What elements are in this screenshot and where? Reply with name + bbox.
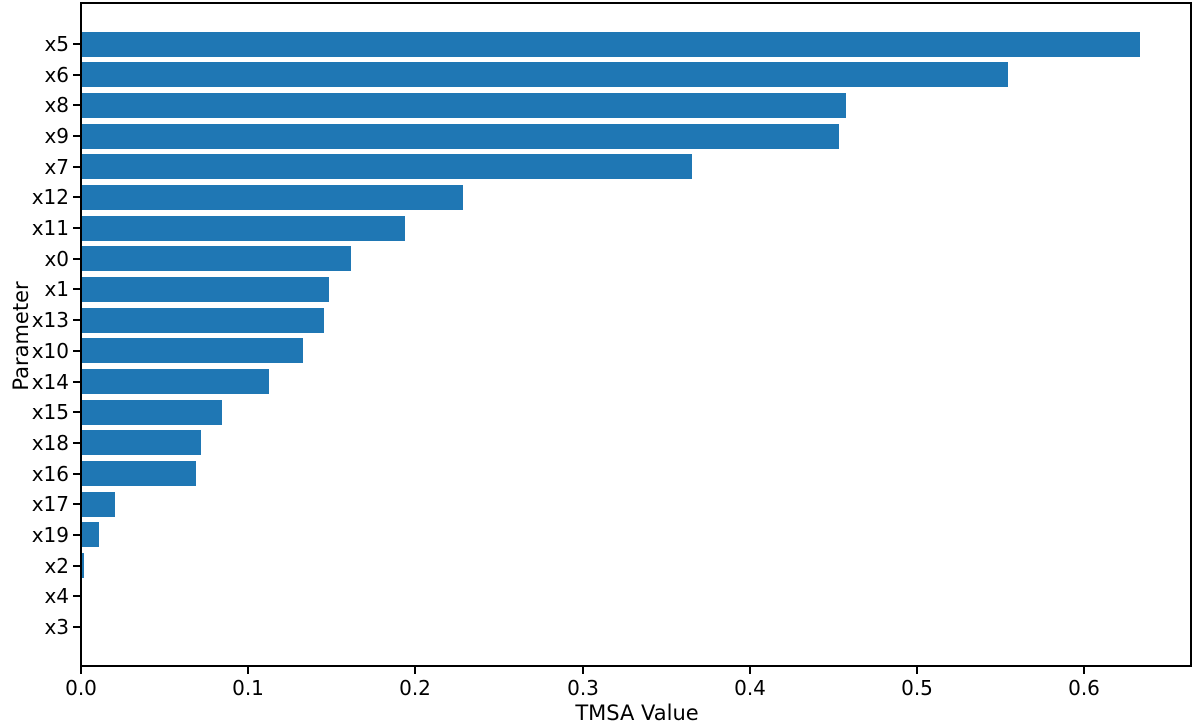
y-tick-label: x10 <box>31 339 69 363</box>
y-tick-mark <box>73 503 80 505</box>
bar-x1 <box>82 277 329 302</box>
bar-x10 <box>82 338 303 363</box>
y-tick-mark <box>73 381 80 383</box>
bar-x9 <box>82 124 839 149</box>
bar-x6 <box>82 62 1008 87</box>
bar-x18 <box>82 430 201 455</box>
y-tick-label: x8 <box>44 93 69 117</box>
y-tick-label: x19 <box>31 523 69 547</box>
y-tick-mark <box>73 43 80 45</box>
y-tick-label: x11 <box>31 216 69 240</box>
plot-area <box>80 2 1192 667</box>
y-tick-label: x4 <box>44 584 69 608</box>
y-tick-mark <box>73 442 80 444</box>
x-tick-mark <box>749 667 751 674</box>
bar-x11 <box>82 216 405 241</box>
y-tick-mark <box>73 258 80 260</box>
y-tick-label: x15 <box>31 400 69 424</box>
x-tick-mark <box>80 667 82 674</box>
bar-x15 <box>82 400 222 425</box>
y-tick-mark <box>73 350 80 352</box>
bar-x19 <box>82 522 99 547</box>
x-tick-label: 0.3 <box>567 676 599 700</box>
bar-x12 <box>82 185 463 210</box>
x-tick-label: 0.6 <box>1068 676 1100 700</box>
y-tick-label: x18 <box>31 431 69 455</box>
y-tick-label: x12 <box>31 185 69 209</box>
y-tick-label: x1 <box>44 277 69 301</box>
x-tick-mark <box>582 667 584 674</box>
y-tick-mark <box>73 166 80 168</box>
bar-x17 <box>82 492 115 517</box>
y-tick-mark <box>73 227 80 229</box>
bar-x8 <box>82 93 846 118</box>
bar-x14 <box>82 369 269 394</box>
y-tick-label: x3 <box>44 615 69 639</box>
bar-x13 <box>82 308 324 333</box>
y-tick-label: x6 <box>44 63 69 87</box>
y-tick-mark <box>73 319 80 321</box>
x-tick-label: 0.5 <box>901 676 933 700</box>
bar-x7 <box>82 154 692 179</box>
y-tick-mark <box>73 104 80 106</box>
y-tick-mark <box>73 74 80 76</box>
x-axis-label: TMSA Value <box>575 701 699 725</box>
y-tick-label: x5 <box>44 32 69 56</box>
x-tick-label: 0.1 <box>232 676 264 700</box>
x-tick-label: 0.0 <box>65 676 97 700</box>
y-tick-label: x16 <box>31 462 69 486</box>
y-tick-label: x2 <box>44 554 69 578</box>
y-tick-mark <box>73 626 80 628</box>
y-tick-label: x14 <box>31 370 69 394</box>
bar-x5 <box>82 32 1140 57</box>
x-tick-mark <box>916 667 918 674</box>
bar-x0 <box>82 246 351 271</box>
y-tick-label: x0 <box>44 247 69 271</box>
x-tick-mark <box>1083 667 1085 674</box>
y-tick-mark <box>73 595 80 597</box>
y-tick-label: x13 <box>31 308 69 332</box>
y-tick-label: x7 <box>44 155 69 179</box>
x-tick-mark <box>247 667 249 674</box>
x-tick-label: 0.2 <box>399 676 431 700</box>
y-tick-label: x9 <box>44 124 69 148</box>
y-tick-mark <box>73 196 80 198</box>
y-tick-mark <box>73 473 80 475</box>
y-tick-mark <box>73 288 80 290</box>
y-tick-mark <box>73 135 80 137</box>
y-tick-mark <box>73 411 80 413</box>
x-tick-label: 0.4 <box>734 676 766 700</box>
y-tick-mark <box>73 565 80 567</box>
x-tick-mark <box>414 667 416 674</box>
bar-x2 <box>82 553 84 578</box>
y-tick-mark <box>73 534 80 536</box>
bar-x16 <box>82 461 196 486</box>
y-tick-label: x17 <box>31 492 69 516</box>
